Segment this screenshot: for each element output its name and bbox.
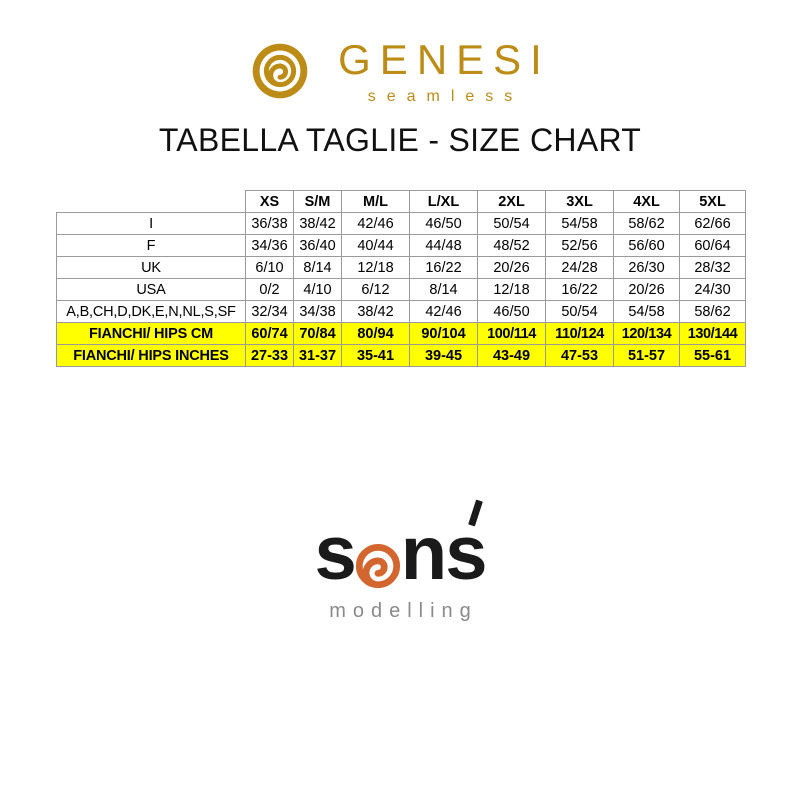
- sensi-text-right: ns: [400, 511, 488, 596]
- table-cell: 44/48: [409, 234, 478, 257]
- table-row: F 34/36 36/40 40/44 44/48 48/52 52/56 56…: [56, 234, 746, 257]
- table-cell: 48/52: [477, 234, 546, 257]
- table-cell: 35-41: [341, 344, 410, 367]
- table-row-highlighted: FIANCHI/ HIPS CM 60/74 70/84 80/94 90/10…: [56, 322, 746, 345]
- row-label: I: [56, 212, 246, 235]
- table-cell: 42/46: [409, 300, 478, 323]
- row-label: FIANCHI/ HIPS INCHES: [56, 344, 246, 367]
- table-cell: 80/94: [341, 322, 410, 345]
- row-label: USA: [56, 278, 246, 301]
- table-cell: 46/50: [477, 300, 546, 323]
- table-cell: 120/134: [613, 322, 680, 345]
- size-chart-table: XS S/M M/L L/XL 2XL 3XL 4XL 5XL I 36/38 …: [56, 190, 746, 367]
- table-cell: 38/42: [341, 300, 410, 323]
- table-header-row: XS S/M M/L L/XL 2XL 3XL 4XL 5XL: [56, 190, 746, 213]
- column-header-sm: S/M: [293, 190, 342, 213]
- size-chart-table-container: XS S/M M/L L/XL 2XL 3XL 4XL 5XL I 36/38 …: [56, 190, 746, 367]
- table-cell: 56/60: [613, 234, 680, 257]
- table-cell: 12/18: [477, 278, 546, 301]
- sensi-tagline: modelling: [329, 600, 478, 622]
- brand-wordmark: GENESI seamless: [329, 38, 551, 106]
- table-cell: 24/28: [545, 256, 614, 279]
- table-cell: 27-33: [245, 344, 294, 367]
- table-cell: 50/54: [477, 212, 546, 235]
- row-label: FIANCHI/ HIPS CM: [56, 322, 246, 345]
- table-cell: 24/30: [679, 278, 746, 301]
- table-cell: 58/62: [613, 212, 680, 235]
- column-header-xs: XS: [245, 190, 294, 213]
- sensi-spiral-icon: [355, 543, 400, 589]
- table-cell: 62/66: [679, 212, 746, 235]
- page-title: TABELLA TAGLIE - SIZE CHART: [158, 122, 642, 158]
- table-cell: 36/40: [293, 234, 342, 257]
- table-row: USA 0/2 4/10 6/12 8/14 12/18 16/22 20/26…: [56, 278, 746, 301]
- table-header: XS S/M M/L L/XL 2XL 3XL 4XL 5XL: [56, 190, 746, 213]
- table-cell: 46/50: [409, 212, 478, 235]
- brand-name: GENESI: [338, 36, 551, 84]
- table-cell: 42/46: [341, 212, 410, 235]
- table-cell: 52/56: [545, 234, 614, 257]
- table-cell: 58/62: [679, 300, 746, 323]
- table-cell: 38/42: [293, 212, 342, 235]
- table-cell: 34/38: [293, 300, 342, 323]
- column-header-4xl: 4XL: [613, 190, 680, 213]
- table-corner-cell: [56, 190, 246, 213]
- column-header-3xl: 3XL: [545, 190, 614, 213]
- table-cell: 55-61: [679, 344, 746, 367]
- table-cell: 34/36: [245, 234, 294, 257]
- table-cell: 6/10: [245, 256, 294, 279]
- table-cell: 50/54: [545, 300, 614, 323]
- table-cell: 0/2: [245, 278, 294, 301]
- table-cell: 16/22: [545, 278, 614, 301]
- column-header-5xl: 5XL: [679, 190, 746, 213]
- table-cell: 51-57: [613, 344, 680, 367]
- table-cell: 6/12: [341, 278, 410, 301]
- table-cell: 60/74: [245, 322, 294, 345]
- table-cell: 8/14: [409, 278, 478, 301]
- table-cell: 28/32: [679, 256, 746, 279]
- table-cell: 20/26: [613, 278, 680, 301]
- table-cell: 4/10: [293, 278, 342, 301]
- table-row: UK 6/10 8/14 12/18 16/22 20/26 24/28 26/…: [56, 256, 746, 279]
- table-cell: 54/58: [613, 300, 680, 323]
- table-cell: 32/34: [245, 300, 294, 323]
- table-cell: 47-53: [545, 344, 614, 367]
- sensi-wordmark: s ns: [314, 499, 488, 596]
- genesi-spiral-icon: [252, 43, 308, 99]
- table-cell: 130/144: [679, 322, 746, 345]
- column-header-lxl: L/XL: [409, 190, 478, 213]
- table-cell: 60/64: [679, 234, 746, 257]
- brand-header: GENESI seamless: [0, 28, 800, 114]
- row-label: A,B,CH,D,DK,E,N,NL,S,SF: [56, 300, 246, 323]
- table-row: I 36/38 38/42 42/46 46/50 50/54 54/58 58…: [56, 212, 746, 235]
- footer-logo: s ns modelling: [0, 499, 800, 623]
- table-row-highlighted: FIANCHI/ HIPS INCHES 27-33 31-37 35-41 3…: [56, 344, 746, 367]
- table-cell: 12/18: [341, 256, 410, 279]
- table-row: A,B,CH,D,DK,E,N,NL,S,SF 32/34 34/38 38/4…: [56, 300, 746, 323]
- brand-tagline: seamless: [367, 88, 524, 106]
- table-cell: 26/30: [613, 256, 680, 279]
- table-cell: 90/104: [409, 322, 478, 345]
- table-cell: 110/124: [545, 322, 614, 345]
- table-cell: 43-49: [477, 344, 546, 367]
- table-cell: 70/84: [293, 322, 342, 345]
- table-cell: 20/26: [477, 256, 546, 279]
- table-cell: 39-45: [409, 344, 478, 367]
- table-cell: 36/38: [245, 212, 294, 235]
- sensi-text-left: s: [314, 511, 357, 596]
- column-header-ml: M/L: [341, 190, 410, 213]
- table-cell: 54/58: [545, 212, 614, 235]
- table-cell: 16/22: [409, 256, 478, 279]
- table-cell: 8/14: [293, 256, 342, 279]
- row-label: UK: [56, 256, 246, 279]
- row-label: F: [56, 234, 246, 257]
- table-body: I 36/38 38/42 42/46 46/50 50/54 54/58 58…: [56, 212, 746, 367]
- table-cell: 100/114: [477, 322, 546, 345]
- table-cell: 31-37: [293, 344, 342, 367]
- table-cell: 40/44: [341, 234, 410, 257]
- column-header-2xl: 2XL: [477, 190, 546, 213]
